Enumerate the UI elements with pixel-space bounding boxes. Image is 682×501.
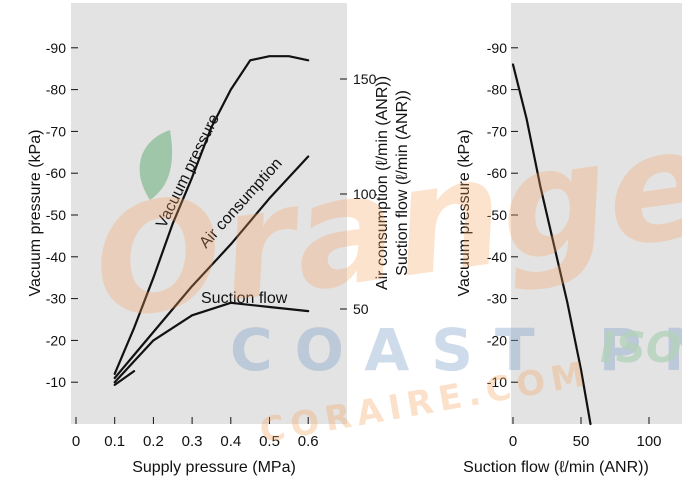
right-panel-series-line bbox=[511, 63, 592, 426]
left-y-tick-label: -90 bbox=[46, 40, 66, 56]
right-panel-x-tick-label: 100 bbox=[636, 433, 661, 450]
series-air-consumption-line bbox=[113, 155, 310, 380]
watermark-iso: ISO bbox=[600, 323, 682, 372]
left-y-tick-label: -40 bbox=[46, 249, 66, 265]
left-y-tick-label: -60 bbox=[46, 165, 66, 181]
right-plot-area bbox=[511, 3, 682, 424]
right-panel-y-tick-label: -20 bbox=[487, 332, 507, 348]
right-y-tick-label: 50 bbox=[353, 301, 369, 317]
right-panel-x-tick-label: 0 bbox=[509, 433, 517, 450]
left-y-axis-title: Vacuum pressure (kPa) bbox=[27, 130, 44, 297]
left-x-tick-label: 0 bbox=[72, 433, 80, 450]
left-y-tick-label: -70 bbox=[46, 123, 66, 139]
right-panel-y-tick-label: -30 bbox=[487, 291, 507, 307]
left-y-tick-label: -20 bbox=[46, 332, 66, 348]
right-panel-y-tick-label: -40 bbox=[487, 249, 507, 265]
left-x-tick-label: 0.5 bbox=[259, 433, 280, 450]
left-plot-area bbox=[71, 3, 347, 424]
right-y-axis-title-1: Air consumption (ℓ/min (ANR)) bbox=[374, 76, 391, 290]
right-panel-y-tick-label: -80 bbox=[487, 82, 507, 98]
label-suction-flow: Suction flow bbox=[201, 290, 288, 307]
left-y-tick-label: -10 bbox=[46, 374, 66, 390]
right-chart: -10 -20 -30 -40 -50 -60 -70 -80 -90 0 50 100 Suction… bbox=[456, 40, 662, 476]
watermark-coast: COAST PNE bbox=[230, 316, 682, 384]
left-y-tick-label: -80 bbox=[46, 82, 66, 98]
right-panel-y-tick-label: -50 bbox=[487, 207, 507, 223]
right-y-tick-label: 100 bbox=[353, 186, 377, 202]
left-x-tick-label: 0.3 bbox=[182, 433, 203, 450]
series-vacuum-pressure-line bbox=[113, 55, 310, 375]
right-panel-y-axis-title: Vacuum pressure (kPa) bbox=[456, 130, 473, 297]
left-x-axis-title: Supply pressure (MPa) bbox=[132, 459, 296, 476]
right-panel-y-tick-label: -60 bbox=[487, 165, 507, 181]
right-y-axis-title-2: Suction flow (ℓ/min (ANR)) bbox=[394, 90, 411, 276]
right-panel-y-tick-label: -70 bbox=[487, 123, 507, 139]
left-y-tick-label: -50 bbox=[46, 207, 66, 223]
series-suction-flow-line bbox=[113, 301, 310, 384]
right-panel-x-axis-title: Suction flow (ℓ/min (ANR)) bbox=[463, 459, 649, 476]
left-x-tick-label: 0.1 bbox=[104, 433, 125, 450]
left-y-tick-label: -30 bbox=[46, 291, 66, 307]
right-panel-y-tick-label: -10 bbox=[487, 374, 507, 390]
right-panel-y-tick-label: -90 bbox=[487, 40, 507, 56]
right-y-tick-label: 150 bbox=[353, 71, 377, 87]
left-x-tick-label: 0.6 bbox=[298, 433, 319, 450]
series-right-axis-line bbox=[113, 370, 136, 386]
left-x-tick-label: 0.4 bbox=[220, 433, 241, 450]
left-x-tick-label: 0.2 bbox=[143, 433, 164, 450]
right-panel-x-tick-label: 50 bbox=[573, 433, 590, 450]
leaf-icon bbox=[139, 130, 173, 200]
